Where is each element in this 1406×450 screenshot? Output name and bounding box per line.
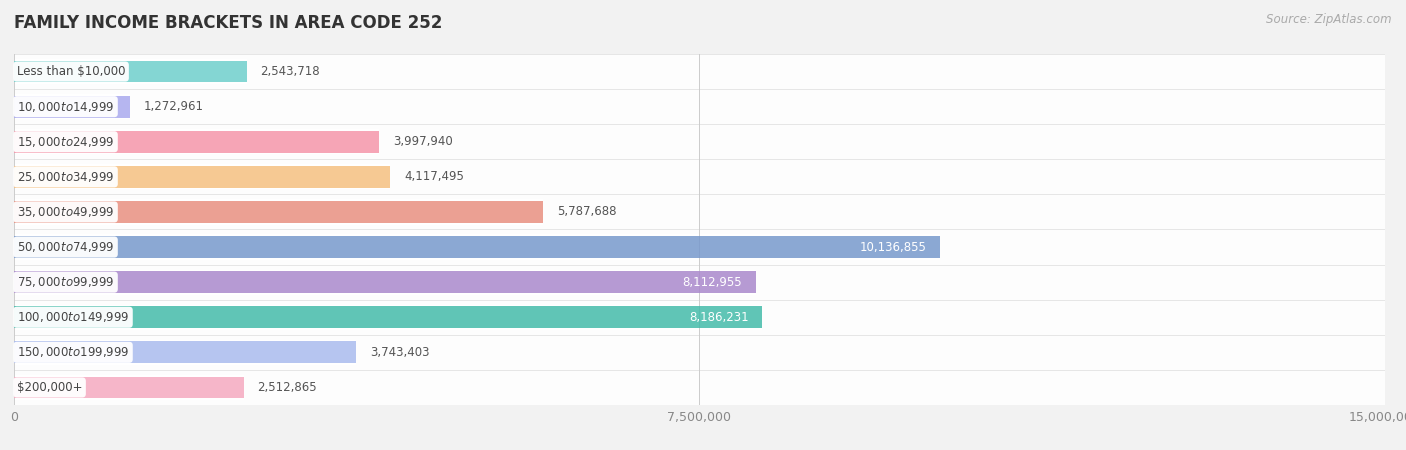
- Bar: [14, 61, 246, 82]
- Text: FAMILY INCOME BRACKETS IN AREA CODE 252: FAMILY INCOME BRACKETS IN AREA CODE 252: [14, 14, 443, 32]
- Text: $25,000 to $34,999: $25,000 to $34,999: [17, 170, 114, 184]
- Bar: [14, 96, 131, 117]
- Bar: [14, 375, 243, 400]
- Text: $75,000 to $99,999: $75,000 to $99,999: [17, 275, 114, 289]
- Text: $150,000 to $199,999: $150,000 to $199,999: [17, 345, 129, 360]
- Text: 2,543,718: 2,543,718: [260, 65, 319, 78]
- Text: $10,000 to $14,999: $10,000 to $14,999: [17, 99, 114, 114]
- Bar: [14, 124, 1385, 159]
- Bar: [14, 300, 1385, 335]
- Text: 3,743,403: 3,743,403: [370, 346, 429, 359]
- Text: $200,000+: $200,000+: [17, 381, 83, 394]
- Bar: [14, 306, 762, 328]
- Text: 8,112,955: 8,112,955: [682, 276, 742, 288]
- Bar: [14, 270, 755, 295]
- Bar: [14, 271, 755, 293]
- Bar: [14, 230, 1385, 265]
- Text: 10,136,855: 10,136,855: [860, 241, 927, 253]
- Bar: [14, 94, 131, 119]
- Bar: [14, 166, 391, 188]
- Text: 3,997,940: 3,997,940: [394, 135, 453, 148]
- Text: $15,000 to $24,999: $15,000 to $24,999: [17, 135, 114, 149]
- Bar: [14, 236, 941, 258]
- Text: 4,117,495: 4,117,495: [404, 171, 464, 183]
- Text: $50,000 to $74,999: $50,000 to $74,999: [17, 240, 114, 254]
- Bar: [14, 54, 1385, 89]
- Bar: [14, 342, 356, 363]
- Bar: [14, 159, 1385, 194]
- Bar: [14, 201, 543, 223]
- Bar: [14, 377, 243, 398]
- Text: Source: ZipAtlas.com: Source: ZipAtlas.com: [1267, 14, 1392, 27]
- Bar: [14, 199, 543, 225]
- Text: 8,186,231: 8,186,231: [689, 311, 748, 324]
- Text: 5,787,688: 5,787,688: [557, 206, 616, 218]
- Bar: [14, 340, 356, 365]
- Bar: [14, 89, 1385, 124]
- Text: Less than $10,000: Less than $10,000: [17, 65, 125, 78]
- Bar: [14, 131, 380, 153]
- Bar: [14, 305, 762, 330]
- Text: 1,272,961: 1,272,961: [143, 100, 204, 113]
- Text: 2,512,865: 2,512,865: [257, 381, 316, 394]
- Bar: [14, 59, 246, 84]
- Bar: [14, 370, 1385, 405]
- Bar: [14, 164, 391, 189]
- Bar: [14, 194, 1385, 230]
- Bar: [14, 335, 1385, 370]
- Bar: [14, 234, 941, 260]
- Bar: [14, 129, 380, 154]
- Text: $35,000 to $49,999: $35,000 to $49,999: [17, 205, 114, 219]
- Text: $100,000 to $149,999: $100,000 to $149,999: [17, 310, 129, 324]
- Bar: [14, 265, 1385, 300]
